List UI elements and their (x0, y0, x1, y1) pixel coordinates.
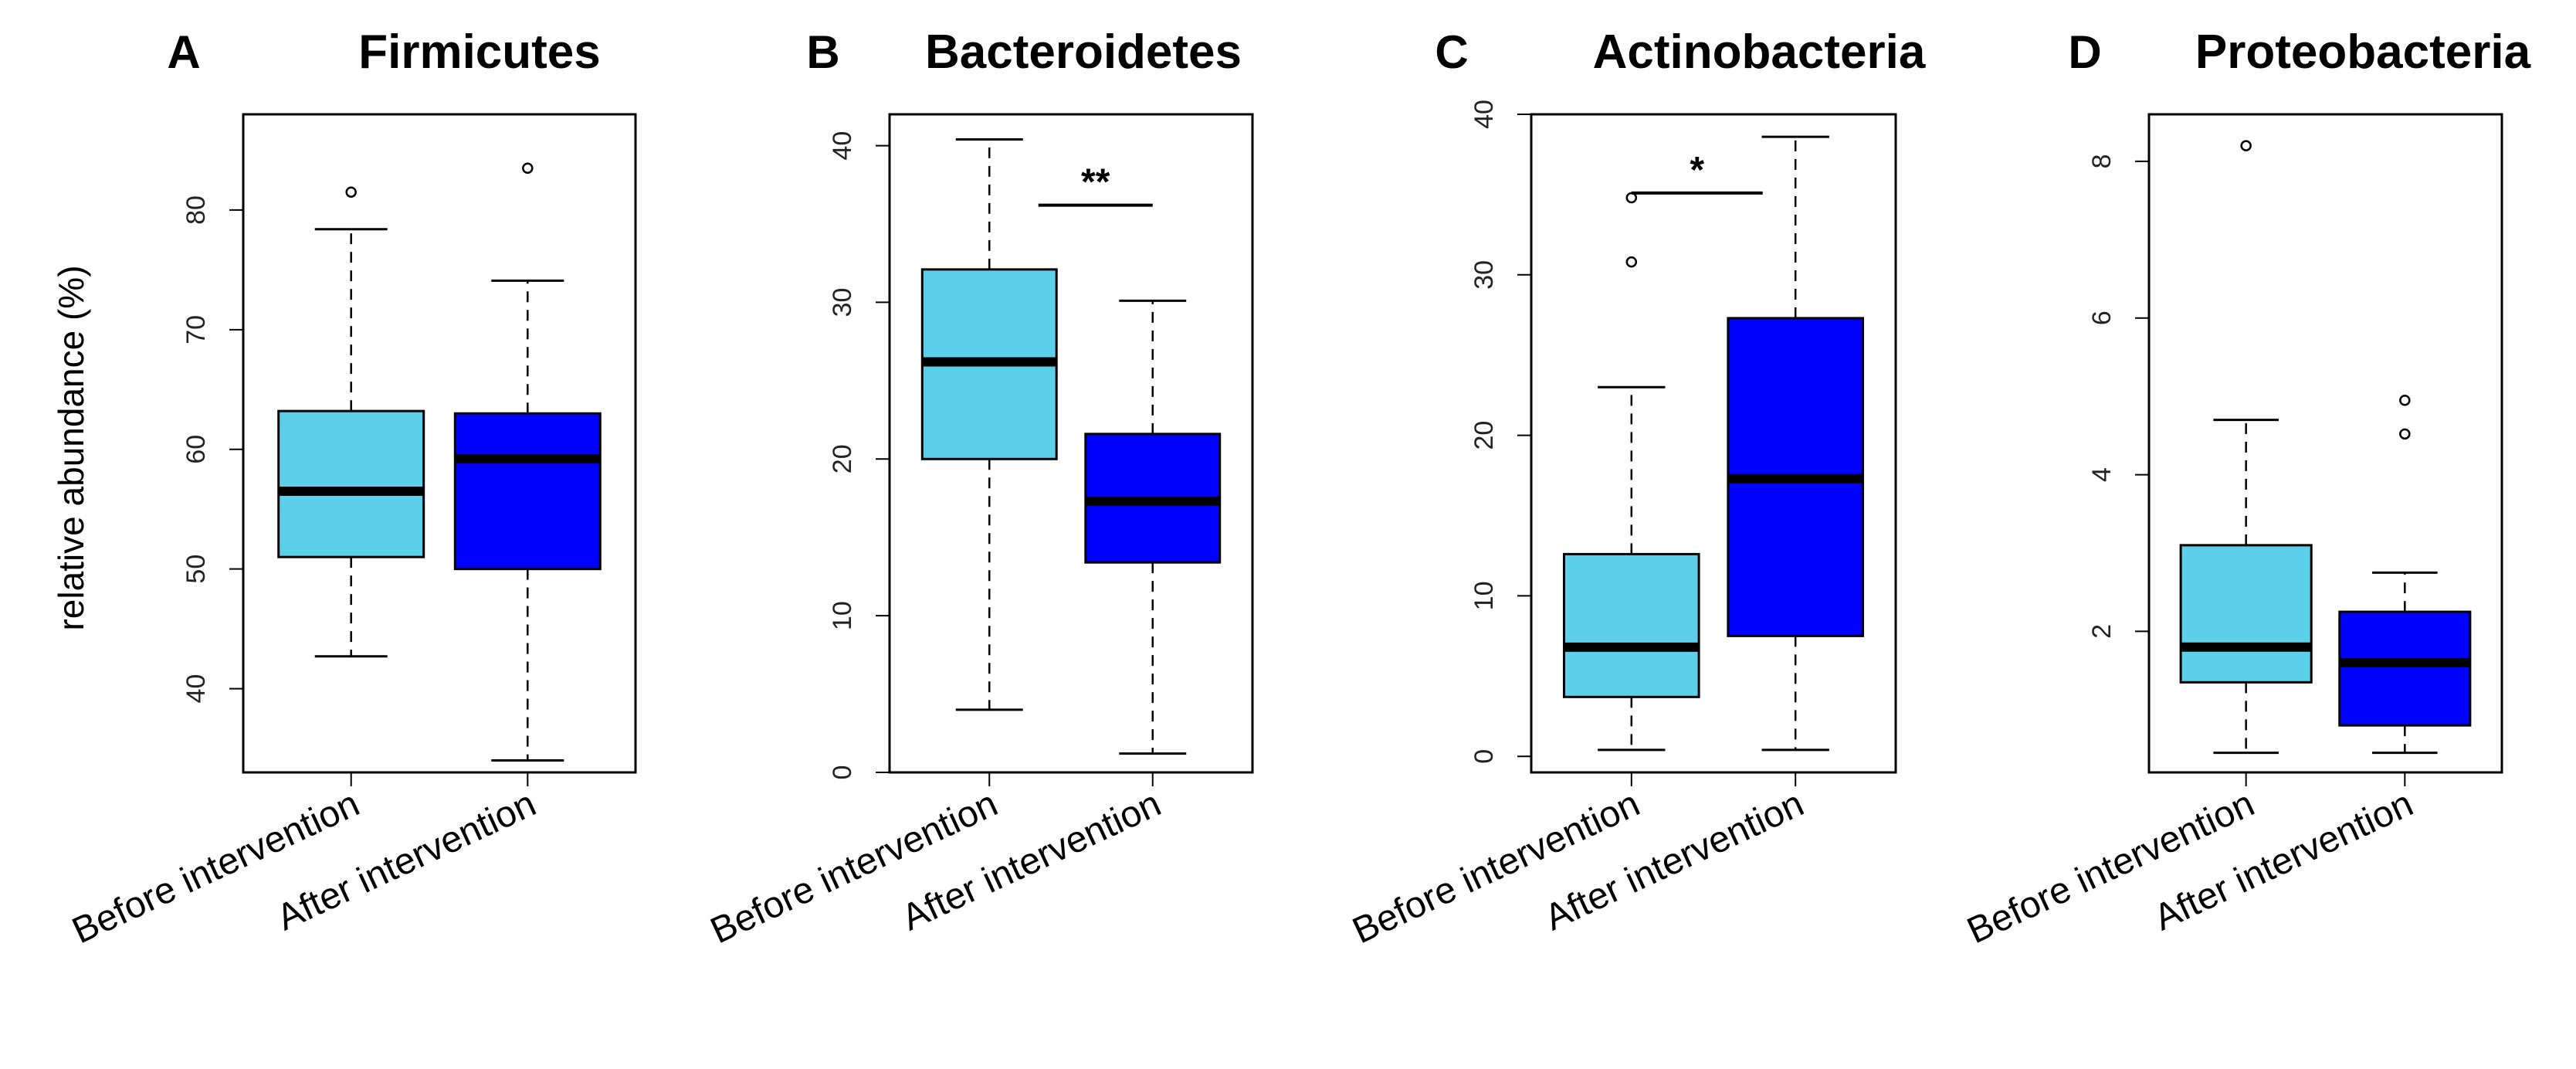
outlier-point (522, 162, 534, 174)
x-category-label: Before intervention (704, 783, 1004, 952)
y-tick-label: 60 (181, 435, 211, 464)
panel-letter: A (167, 26, 200, 78)
y-tick-label: 10 (1469, 582, 1499, 611)
panel-b: B Bacteroidetes 0 10 20 30 40 Before interventi… (704, 25, 1254, 952)
y-tick-label: 0 (1469, 749, 1499, 764)
panel-d: D Proteobacteria 2 4 6 8 Before interventionAf… (1961, 25, 2531, 952)
outlier-point (2240, 140, 2252, 151)
y-tick-label: 20 (828, 444, 857, 473)
outlier-point (2399, 394, 2411, 406)
plot-frame (242, 113, 637, 774)
box-after (1727, 135, 1865, 752)
outlier-point (345, 186, 357, 198)
box-iqr (1562, 552, 1700, 698)
y-tick-label: 30 (1469, 260, 1499, 290)
y-tick-label: 30 (828, 288, 857, 317)
significance-label: ** (1081, 162, 1110, 203)
y-tick-label: 2 (2087, 624, 2117, 639)
plot-frame (1530, 113, 1897, 774)
panel-title: Bacteroidetes (925, 25, 1242, 79)
x-category-label: Before intervention (1347, 783, 1646, 952)
y-tick-label: 40 (1469, 100, 1499, 129)
x-category-label: After intervention (2148, 783, 2419, 938)
panel-title: Actinobacteria (1593, 25, 1926, 79)
box-iqr (2338, 610, 2472, 727)
y-tick-label: 10 (828, 601, 857, 630)
plot-frame (2147, 113, 2503, 774)
y-tick-label: 8 (2087, 154, 2117, 168)
box-before (1562, 192, 1700, 752)
y-tick-label: 0 (828, 765, 857, 780)
box-before (277, 186, 425, 658)
y-tick-label: 20 (1469, 421, 1499, 450)
y-axis-label: relative abundance (%) (51, 265, 91, 630)
box-after (453, 162, 602, 762)
outlier-point (1625, 192, 1638, 204)
panel-title: Firmicutes (358, 25, 601, 79)
box-iqr (2179, 544, 2313, 684)
x-category-label: Before intervention (66, 783, 366, 952)
box-after (2338, 394, 2472, 755)
y-tick-label: 50 (181, 555, 211, 584)
y-tick-label: 80 (181, 195, 211, 225)
y-tick-label: 40 (181, 674, 211, 704)
panel-letter: B (806, 26, 839, 78)
outlier-point (2399, 428, 2411, 440)
panel-title: Proteobacteria (2195, 25, 2531, 79)
box-iqr (453, 412, 602, 571)
panel-a: A Firmicutes 40 50 60 70 80 Before intervention… (66, 25, 637, 952)
panel-letter: D (2068, 26, 2101, 78)
significance-label: * (1690, 150, 1704, 191)
y-tick-label: 40 (828, 131, 857, 161)
box-after (1084, 299, 1222, 755)
panel-c: C Actinobacteria 0 10 20 30 40 Before intervent… (1347, 25, 1926, 952)
plot-frame (888, 113, 1254, 774)
panel-letter: C (1435, 26, 1468, 78)
box-iqr (277, 409, 425, 558)
y-tick-label: 70 (181, 315, 211, 344)
x-category-label: Before intervention (1961, 783, 2261, 952)
box-before (920, 137, 1058, 711)
box-before (2179, 140, 2313, 755)
outlier-point (1625, 256, 1638, 268)
y-tick-label: 6 (2087, 311, 2117, 325)
y-tick-label: 4 (2087, 467, 2117, 482)
